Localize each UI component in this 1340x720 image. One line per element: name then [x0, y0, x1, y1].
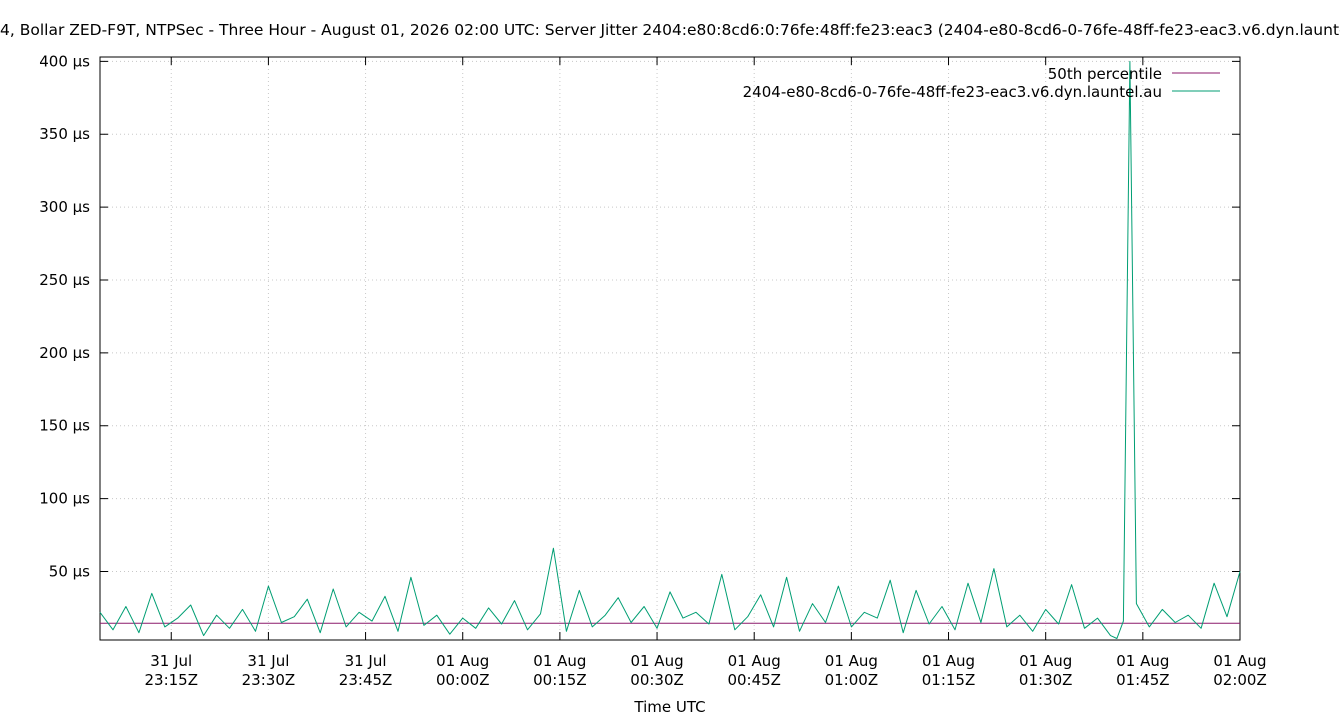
- x-tick-label-date: 01 Aug: [1213, 652, 1266, 670]
- legend-label-median: 50th percentile: [1048, 65, 1162, 83]
- x-tick-label-date: 01 Aug: [436, 652, 489, 670]
- x-tick-label-time: 00:30Z: [630, 671, 684, 689]
- x-tick-label-time: 00:15Z: [533, 671, 587, 689]
- x-tick-label-time: 00:45Z: [727, 671, 781, 689]
- x-tick-label-time: 23:30Z: [242, 671, 296, 689]
- y-tick-label: 250 µs: [39, 271, 90, 289]
- y-tick-label: 300 µs: [39, 198, 90, 216]
- y-tick-label: 150 µs: [39, 417, 90, 435]
- y-tick-label: 100 µs: [39, 490, 90, 508]
- x-tick-label-time: 23:15Z: [144, 671, 198, 689]
- y-tick-label: 350 µs: [39, 125, 90, 143]
- y-tick-label: 400 µs: [39, 52, 90, 70]
- x-tick-label-time: 23:45Z: [339, 671, 393, 689]
- x-tick-label-date: 01 Aug: [1116, 652, 1169, 670]
- x-tick-label-date: 01 Aug: [630, 652, 683, 670]
- series-line-server: [99, 60, 1241, 639]
- x-tick-label-date: 01 Aug: [1019, 652, 1072, 670]
- x-tick-label-time: 02:00Z: [1213, 671, 1267, 689]
- series-group: [99, 60, 1241, 639]
- y-axis: 50 µs 100 µs 150 µs 200 µs 250 µs 300 µs 350 µ…: [39, 52, 1240, 580]
- x-tick-label-time: 01:30Z: [1019, 671, 1073, 689]
- legend-label-server: 2404-e80-8cd6-0-76fe-48ff-fe23-eac3.v6.d…: [743, 83, 1162, 101]
- plot-frame: [99, 56, 1241, 641]
- x-axis-label: Time UTC: [633, 698, 705, 716]
- grid: [100, 57, 1241, 640]
- x-tick-label-date: 31 Jul: [345, 652, 387, 670]
- x-tick-label-date: 01 Aug: [922, 652, 975, 670]
- x-tick-label-date: 01 Aug: [533, 652, 586, 670]
- x-tick-label-time: 01:45Z: [1116, 671, 1170, 689]
- x-tick-label-time: 01:00Z: [825, 671, 879, 689]
- x-tick-label-time: 01:15Z: [922, 671, 976, 689]
- x-tick-label-date: 31 Jul: [150, 652, 192, 670]
- chart-title: 4, Bollar ZED-F9T, NTPSec - Three Hour -…: [0, 21, 1340, 39]
- x-tick-label-date: 01 Aug: [728, 652, 781, 670]
- y-tick-label: 200 µs: [39, 344, 90, 362]
- y-tick-label: 50 µs: [49, 562, 90, 580]
- x-tick-label-date: 31 Jul: [247, 652, 289, 670]
- x-tick-label-time: 00:00Z: [436, 671, 490, 689]
- legend: 50th percentile 2404-e80-8cd6-0-76fe-48f…: [743, 65, 1220, 101]
- x-tick-label-date: 01 Aug: [825, 652, 878, 670]
